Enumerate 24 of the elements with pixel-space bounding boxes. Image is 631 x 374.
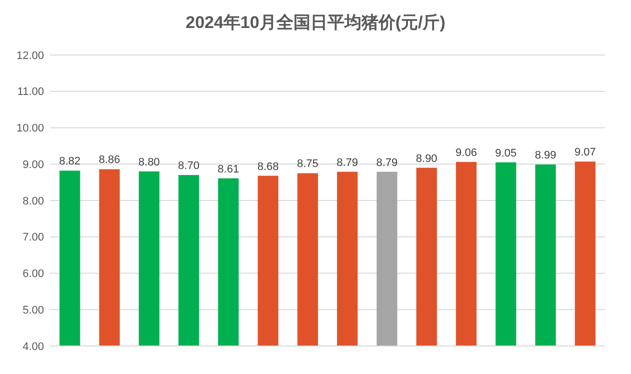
y-tick-label: 12.00 — [16, 50, 44, 62]
data-label: 8.61 — [218, 163, 240, 176]
data-label: 8.82 — [59, 156, 81, 168]
data-label: 8.86 — [98, 154, 120, 166]
data-label: 8.90 — [416, 152, 438, 165]
y-tick-label: 4.00 — [22, 340, 44, 353]
data-label: 9.06 — [456, 146, 477, 159]
data-label: 8.79 — [376, 156, 398, 169]
chart-title: 2024年10月全国日平均猪价(元/斤) — [186, 13, 446, 32]
data-label: 8.79 — [336, 156, 358, 169]
y-tick-label: 5.00 — [22, 304, 44, 316]
data-label: 9.07 — [574, 146, 596, 159]
data-label: 8.75 — [296, 158, 318, 170]
y-tick-label: 8.00 — [22, 195, 44, 208]
y-tick-label: 9.00 — [22, 158, 44, 171]
y-tick-label: 6.00 — [22, 268, 44, 280]
data-label: 8.99 — [534, 149, 556, 162]
data-label: 9.05 — [495, 147, 517, 160]
data-label: 8.80 — [138, 156, 160, 168]
y-tick-label: 10.00 — [16, 122, 44, 135]
data-label: 8.70 — [178, 160, 200, 172]
y-tick-label: 7.00 — [22, 232, 44, 244]
y-tick-label: 11.00 — [17, 86, 44, 98]
data-label: 8.68 — [257, 160, 279, 173]
